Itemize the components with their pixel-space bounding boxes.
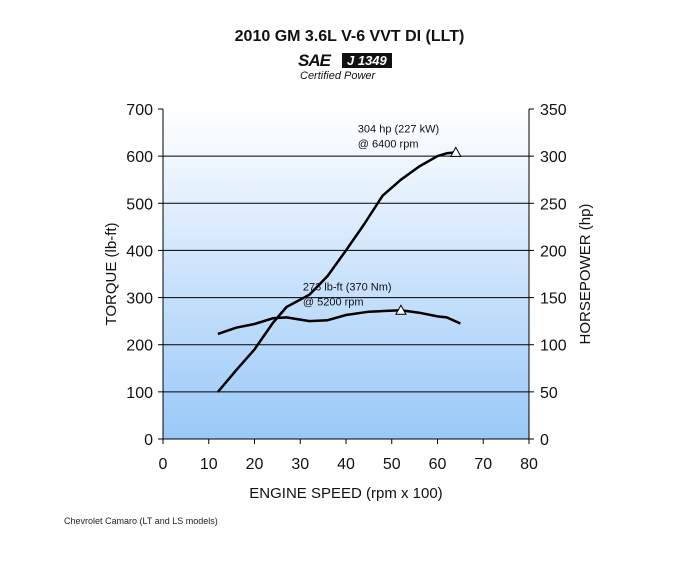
x-tick-label: 20 (246, 456, 264, 473)
peak-label-torque: 273 lb-ft (370 Nm) (303, 281, 392, 293)
plot-area (163, 109, 529, 439)
y-tick-label: 700 (126, 102, 153, 119)
peak-marker-torque (395, 304, 407, 315)
x-tick-label: 40 (337, 456, 355, 473)
y-tick-label: 300 (126, 291, 153, 308)
x-tick-label: 30 (291, 456, 309, 473)
tick-labels: 0100200300400500600700050100150200250300… (126, 102, 567, 473)
chart-title: 2010 GM 3.6L V-6 VVT DI (LLT) (234, 28, 465, 45)
y2-tick-label: 350 (540, 102, 567, 119)
x-tick-label: 70 (474, 456, 492, 473)
sae-logo-caption: Certified Power (300, 70, 376, 82)
y2-tick-label: 150 (540, 291, 567, 308)
sae-standard-badge: J 1349 (342, 53, 392, 68)
y-tick-label: 100 (126, 385, 153, 402)
y2-tick-label: 300 (540, 149, 567, 166)
peak-rpm-label-horsepower: @ 6400 rpm (358, 138, 419, 150)
series-line-horsepower (216, 151, 456, 393)
y2-tick-label: 200 (540, 243, 567, 260)
y-tick-label: 400 (126, 243, 153, 260)
peak-rpm-label-torque: @ 5200 rpm (303, 296, 364, 308)
x-tick-label: 50 (383, 456, 401, 473)
sae-certified-logo: SAE J 1349 Certified Power (298, 52, 402, 84)
y-tick-label: 500 (126, 196, 153, 213)
series-line-torque (217, 309, 461, 336)
x-tick-label: 80 (520, 456, 538, 473)
y-tick-label: 0 (144, 432, 153, 449)
y2-tick-label: 50 (540, 385, 558, 402)
y2-tick-label: 250 (540, 196, 567, 213)
x-tick-label: 0 (159, 456, 168, 473)
footnote: Chevrolet Camaro (LT and LS models) (64, 516, 218, 526)
y-tick-label: 200 (126, 338, 153, 355)
peak-marker-horsepower (449, 146, 462, 157)
sae-logo-mark: SAE (298, 51, 331, 70)
annotations: 304 hp (227 kW) @ 6400 rpm 273 lb-ft (370 … (303, 123, 462, 315)
x-tick-label: 60 (429, 456, 447, 473)
gridlines (163, 155, 529, 393)
y-axis-label-torque: TORQUE (lb-ft) (103, 222, 120, 325)
y2-axis-label-horsepower: HORSEPOWER (hp) (577, 204, 594, 345)
x-tick-label: 10 (200, 456, 218, 473)
axes (158, 108, 534, 444)
peak-label-horsepower: 304 hp (227 kW) (358, 123, 439, 135)
y-tick-label: 600 (126, 149, 153, 166)
y2-tick-label: 100 (540, 338, 567, 355)
x-axis-label: ENGINE SPEED (rpm x 100) (249, 485, 442, 502)
series-lines (216, 151, 461, 393)
y2-tick-label: 0 (540, 432, 549, 449)
